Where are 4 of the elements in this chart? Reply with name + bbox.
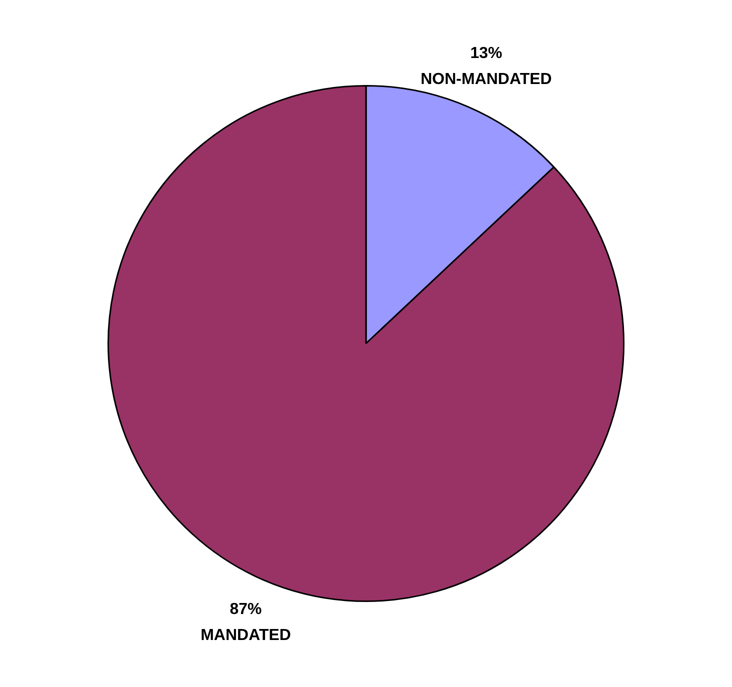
- data-label: 87%: [230, 600, 262, 618]
- data-label: 13%: [470, 45, 502, 62]
- slice-label: MANDATED: [200, 626, 291, 644]
- slice-label: NON-MANDATED: [420, 71, 552, 88]
